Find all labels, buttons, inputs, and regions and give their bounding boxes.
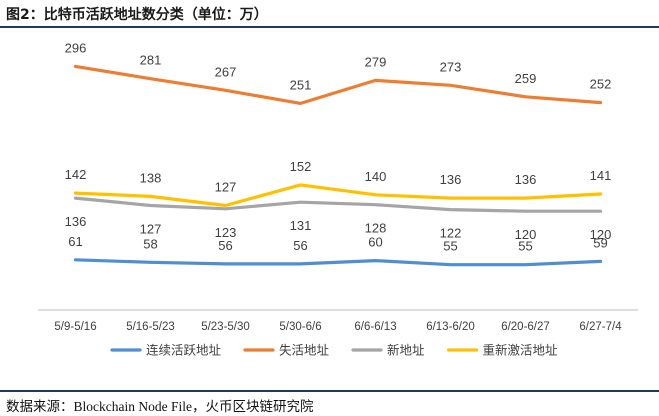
data-label: 123 <box>215 225 237 240</box>
x-tick-label: 6/20-6/27 <box>501 321 550 333</box>
legend-label: 新地址 <box>387 343 425 358</box>
series-lines <box>73 64 603 267</box>
series-line-0 <box>73 258 603 267</box>
data-label: 127 <box>140 221 162 236</box>
data-label: 120 <box>590 227 612 242</box>
data-labels: 61 58 56 56 60 55 55 59 296 281 267 251 279 273 259 252… <box>65 40 612 253</box>
data-label: 279 <box>365 54 387 69</box>
data-label: 60 <box>368 235 382 250</box>
data-label: 140 <box>365 169 387 184</box>
data-label: 58 <box>143 236 157 251</box>
x-tick-label: 6/27-7/4 <box>579 321 622 333</box>
legend-label: 连续活跃地址 <box>146 343 222 358</box>
data-label: 251 <box>290 77 312 92</box>
data-label: 281 <box>140 53 162 68</box>
data-label: 122 <box>440 226 462 241</box>
data-label: 136 <box>65 214 87 229</box>
data-label: 131 <box>290 218 312 233</box>
source-divider <box>0 390 659 392</box>
x-tick-label: 5/9-5/16 <box>54 321 96 333</box>
data-label: 138 <box>140 170 162 185</box>
source-note: 数据来源：Blockchain Node File，火币区块链研究院 <box>6 395 313 415</box>
title-divider <box>0 26 659 28</box>
series-line-1 <box>73 64 603 106</box>
series-line-3 <box>73 183 603 208</box>
data-label: 56 <box>293 238 307 253</box>
legend-label: 重新激活地址 <box>483 343 559 358</box>
data-label: 259 <box>515 71 537 86</box>
x-tick-label: 6/6-6/13 <box>354 321 396 333</box>
source-name: Blockchain Node File <box>73 399 192 414</box>
data-label: 55 <box>518 239 532 254</box>
data-label: 56 <box>218 238 232 253</box>
data-label: 267 <box>215 64 237 79</box>
data-label: 128 <box>365 221 387 236</box>
x-tick-label: 5/16-5/23 <box>126 321 175 333</box>
data-label: 61 <box>68 234 82 249</box>
data-label: 252 <box>590 77 612 92</box>
data-label: 120 <box>515 227 537 242</box>
x-tick-label: 5/23-5/30 <box>201 321 250 333</box>
data-label: 296 <box>65 40 87 55</box>
series-line-2 <box>73 196 603 213</box>
data-label: 127 <box>215 179 237 194</box>
legend-label: 失活地址 <box>279 343 330 358</box>
source-prefix: 数据来源： <box>6 399 74 415</box>
data-label: 136 <box>440 172 462 187</box>
source-suffix: ，火币区块链研究院 <box>191 399 314 415</box>
line-chart: 5/9-5/16 5/16-5/23 5/23-5/30 5/30-6/6 6/6-6/… <box>38 40 638 358</box>
data-label: 141 <box>590 168 612 183</box>
data-label: 152 <box>290 159 312 174</box>
data-label: 55 <box>443 239 457 254</box>
legend: 连续活跃地址 失活地址 新地址 重新激活地址 <box>110 343 559 358</box>
data-label: 136 <box>515 172 537 187</box>
x-axis: 5/9-5/16 5/16-5/23 5/23-5/30 5/30-6/6 6/6-6/… <box>38 309 638 333</box>
x-tick-label: 5/30-6/6 <box>279 321 321 333</box>
data-label: 59 <box>593 235 607 250</box>
x-tick-label: 6/13-6/20 <box>426 321 475 333</box>
data-label: 142 <box>65 167 87 182</box>
figure-title: 图2：比特币活跃地址数分类（单位：万） <box>6 7 268 23</box>
data-label: 273 <box>440 59 462 74</box>
